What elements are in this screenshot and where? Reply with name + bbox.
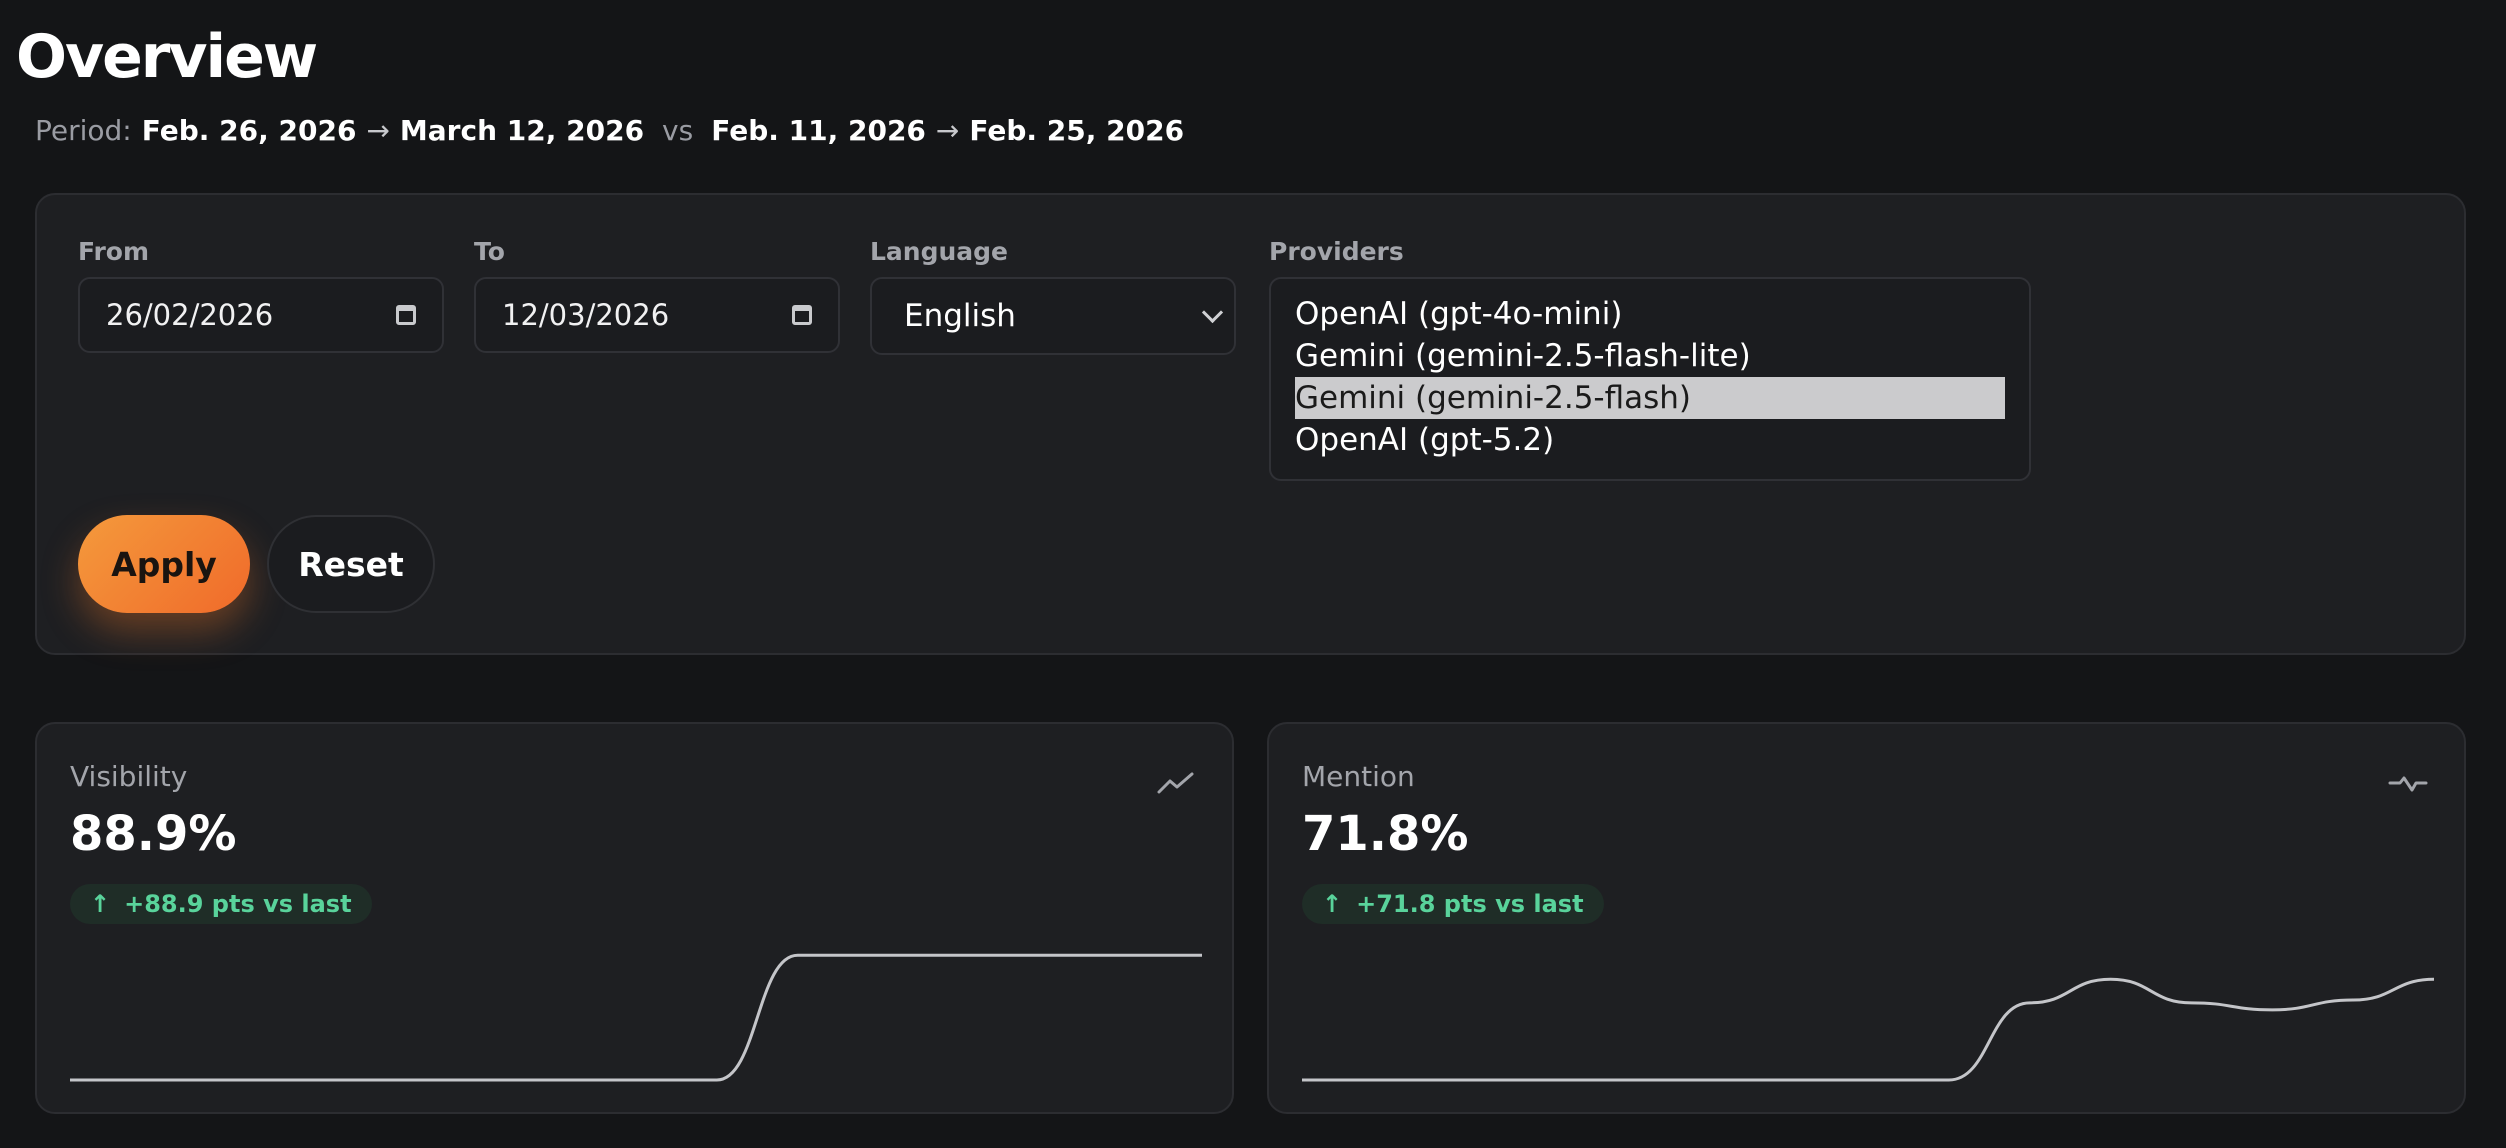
apply-button[interactable]: Apply — [78, 515, 250, 613]
to-label: To — [474, 237, 505, 266]
providers-label: Providers — [1269, 237, 1404, 266]
vs-label: vs — [662, 114, 694, 147]
arrow-up-icon: ↑ — [90, 890, 111, 918]
arrow-right-icon: → — [366, 114, 390, 147]
delta-text: +71.8 pts vs last — [1356, 890, 1584, 918]
metric-value: 71.8% — [1302, 806, 1469, 862]
filter-panel: From 26/02/2026 To 12/03/2026 Language E… — [35, 193, 2466, 655]
language-select[interactable]: English — [870, 277, 1236, 355]
period-summary: Period: Feb. 26, 2026 → March 12, 2026 v… — [35, 114, 1184, 147]
language-label: Language — [870, 237, 1009, 266]
delta-badge: ↑ +88.9 pts vs last — [70, 884, 372, 924]
provider-option-selected[interactable]: Gemini (gemini-2.5-flash) — [1295, 377, 2005, 419]
trending-up-icon — [1157, 772, 1194, 794]
visibility-sparkline — [70, 953, 1202, 1082]
provider-option[interactable]: OpenAI (gpt-5.2) — [1295, 422, 1555, 458]
from-date-value: 26/02/2026 — [106, 298, 274, 332]
previous-period-end: Feb. 25, 2026 — [969, 114, 1185, 147]
delta-text: +88.9 pts vs last — [124, 890, 352, 918]
mention-trend-line — [1302, 977, 2434, 1082]
metric-label: Mention — [1302, 760, 1415, 793]
providers-multiselect[interactable]: OpenAI (gpt-4o-mini) Gemini (gemini-2.5-… — [1269, 277, 2031, 481]
provider-option[interactable]: OpenAI (gpt-4o-mini) — [1295, 296, 1623, 332]
calendar-icon[interactable] — [396, 305, 416, 325]
current-period-end: March 12, 2026 — [399, 114, 645, 147]
activity-icon — [2388, 776, 2428, 792]
metric-value: 88.9% — [70, 806, 237, 862]
language-selected-value: English — [904, 298, 1016, 334]
mention-sparkline — [1302, 977, 2434, 1082]
reset-button[interactable]: Reset — [267, 515, 435, 613]
page-title: Overview — [16, 22, 318, 92]
period-label: Period: — [35, 114, 132, 147]
visibility-card: Visibility 88.9% ↑ +88.9 pts vs last — [35, 722, 1234, 1114]
to-date-value: 12/03/2026 — [502, 298, 670, 332]
from-date-input[interactable]: 26/02/2026 — [78, 277, 444, 353]
current-period-start: Feb. 26, 2026 — [141, 114, 357, 147]
from-label: From — [78, 237, 150, 266]
to-date-input[interactable]: 12/03/2026 — [474, 277, 840, 353]
visibility-trend-line — [70, 953, 1202, 1082]
chevron-down-icon — [1201, 301, 1224, 323]
arrow-right-icon: → — [935, 114, 960, 147]
previous-period-start: Feb. 11, 2026 — [711, 114, 926, 147]
metric-label: Visibility — [70, 760, 188, 793]
mention-card: Mention 71.8% ↑ +71.8 pts vs last — [1267, 722, 2466, 1114]
arrow-up-icon: ↑ — [1322, 890, 1343, 918]
calendar-icon[interactable] — [792, 305, 812, 325]
delta-badge: ↑ +71.8 pts vs last — [1302, 884, 1604, 924]
provider-option[interactable]: Gemini (gemini-2.5-flash-lite) — [1295, 338, 1751, 374]
